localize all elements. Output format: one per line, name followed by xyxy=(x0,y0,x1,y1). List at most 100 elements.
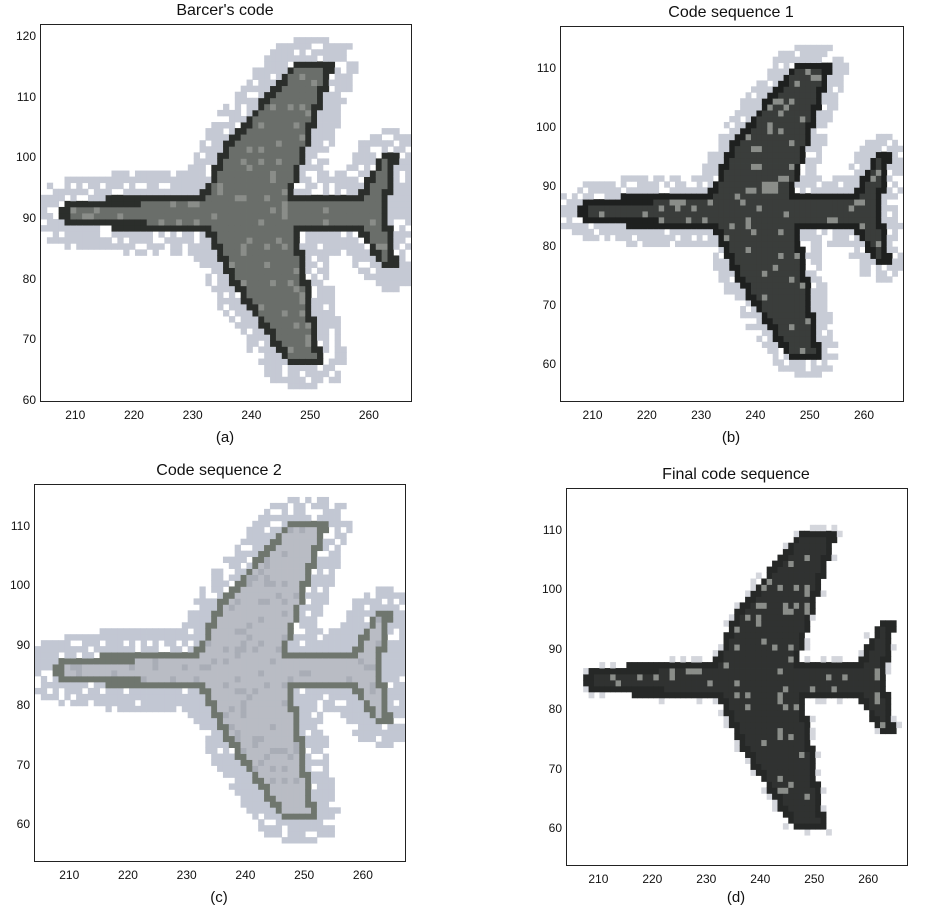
heatmap-cell xyxy=(783,294,790,301)
heatmap-cell xyxy=(105,670,112,677)
heatmap-cell xyxy=(691,199,698,206)
heatmap-cell xyxy=(859,205,866,212)
heatmap-cell xyxy=(745,211,752,218)
heatmap-cell xyxy=(399,610,405,617)
heatmap-cell xyxy=(287,819,294,826)
heatmap-cell xyxy=(123,634,130,641)
heatmap-cell xyxy=(193,255,200,262)
heatmap-cell xyxy=(287,273,294,281)
heatmap-cell xyxy=(175,681,183,689)
heatmap-cell xyxy=(346,67,353,74)
heatmap-cell xyxy=(70,681,77,689)
heatmap-cell xyxy=(99,664,106,671)
heatmap-cell xyxy=(756,258,763,265)
heatmap-cell xyxy=(783,276,790,283)
heatmap-cell xyxy=(87,670,95,677)
heatmap-cell xyxy=(352,729,359,737)
heatmap-cell xyxy=(767,240,774,248)
heatmap-cell xyxy=(352,164,359,171)
heatmap-cell xyxy=(317,303,324,311)
heatmap-cell xyxy=(334,188,341,196)
heatmap-cell xyxy=(293,352,300,359)
heatmap-cell xyxy=(712,656,719,663)
heatmap-cell xyxy=(264,789,271,796)
heatmap-cell xyxy=(270,261,277,268)
heatmap-cell xyxy=(87,231,95,238)
heatmap-cell xyxy=(222,556,230,563)
heatmap-cell xyxy=(305,789,312,796)
heatmap-cell xyxy=(269,717,277,725)
heatmap-cell xyxy=(41,213,48,220)
heatmap-cell xyxy=(305,249,312,256)
heatmap-cell xyxy=(252,340,259,347)
heatmap-cell xyxy=(134,681,142,689)
heatmap-cell xyxy=(258,273,265,281)
heatmap-cell xyxy=(322,128,330,135)
heatmap-cell xyxy=(252,140,259,147)
heatmap-cell xyxy=(799,187,806,194)
heatmap-cell xyxy=(105,687,112,695)
heatmap-cell xyxy=(805,228,812,236)
heatmap-cell xyxy=(364,231,371,238)
heatmap-cell xyxy=(299,376,306,384)
heatmap-cell xyxy=(187,681,194,689)
heatmap-cell xyxy=(399,622,405,629)
heatmap-cell xyxy=(287,128,294,135)
heatmap-cell xyxy=(778,181,784,188)
heatmap-canvas xyxy=(583,524,903,836)
heatmap-cell xyxy=(755,727,762,735)
heatmap-cell xyxy=(287,717,294,725)
heatmap-cell xyxy=(718,193,725,200)
heatmap-cell xyxy=(653,199,660,206)
heatmap-cell xyxy=(346,43,353,50)
heatmap-cell xyxy=(375,699,382,707)
heatmap-cell xyxy=(734,679,741,687)
heatmap-cell xyxy=(234,765,241,772)
heatmap-cell xyxy=(222,753,230,760)
heatmap-cell xyxy=(281,200,289,208)
heatmap-cell xyxy=(199,598,206,605)
heatmap-cell xyxy=(111,182,118,190)
heatmap-cell xyxy=(352,687,359,695)
heatmap-cell xyxy=(783,240,790,248)
heatmap-cell xyxy=(393,658,400,665)
heatmap-cell xyxy=(805,169,812,176)
heatmap-cell xyxy=(799,329,806,337)
heatmap-cell xyxy=(270,49,277,56)
heatmap-cell xyxy=(152,182,159,190)
heatmap-cell xyxy=(46,225,54,232)
heatmap-cell xyxy=(772,145,779,153)
heatmap-cell xyxy=(631,193,638,200)
heatmap-cell xyxy=(381,705,388,713)
heatmap-cell xyxy=(358,622,365,629)
heatmap-cell xyxy=(181,675,189,683)
heatmap-cell xyxy=(789,246,795,253)
heatmap-cell xyxy=(340,49,347,56)
heatmap-cell xyxy=(626,175,632,182)
heatmap-cell xyxy=(728,644,735,651)
heatmap-cell xyxy=(756,187,763,194)
heatmap-cell xyxy=(293,574,300,581)
heatmap-cell xyxy=(228,291,236,299)
heatmap-cell xyxy=(761,216,768,224)
heatmap-cell xyxy=(158,675,165,683)
heatmap-cell xyxy=(311,675,318,683)
heatmap-cell xyxy=(258,109,265,117)
heatmap-cell xyxy=(275,586,283,593)
heatmap-cell xyxy=(369,255,377,262)
heatmap-cell xyxy=(99,219,106,226)
heatmap-cell xyxy=(346,610,353,617)
heatmap-cell xyxy=(287,49,294,56)
heatmap-cell xyxy=(316,711,324,719)
heatmap-cell xyxy=(387,592,394,599)
heatmap-cell xyxy=(642,216,649,224)
heatmap-cell xyxy=(228,115,236,123)
heatmap-cell xyxy=(281,188,289,196)
heatmap-cell xyxy=(299,753,306,760)
heatmap-cell xyxy=(772,246,779,253)
heatmap-cell xyxy=(252,777,259,784)
heatmap-cell xyxy=(821,139,828,147)
heatmap-cell xyxy=(740,127,746,135)
heatmap-cell xyxy=(299,164,306,171)
heatmap-cell xyxy=(870,169,877,176)
